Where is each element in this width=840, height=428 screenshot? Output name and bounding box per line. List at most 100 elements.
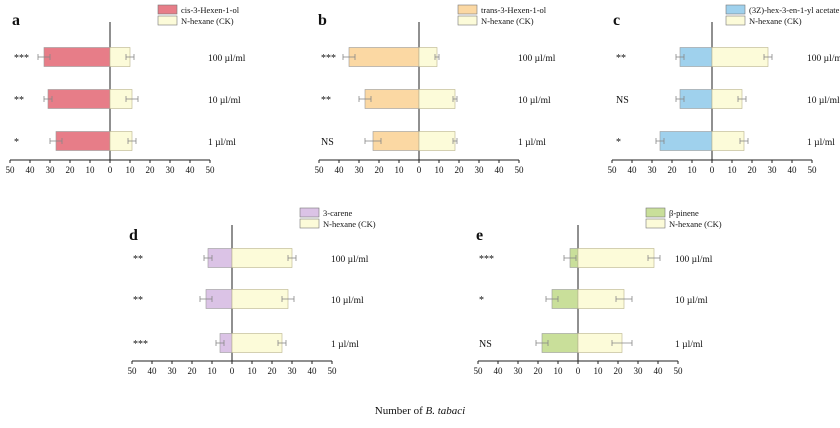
bar-treatment <box>348 47 420 67</box>
x-tick-label: 20 <box>188 366 198 376</box>
x-tick-label: 10 <box>554 366 564 376</box>
legend-swatch-treatment <box>157 4 178 15</box>
x-tick-label: 30 <box>168 366 178 376</box>
legend-label-control: N-hexane (CK) <box>669 219 722 229</box>
x-tick-label: 20 <box>375 165 385 175</box>
panel-letter-b: b <box>318 12 327 29</box>
legend-label-treatment: trans-3-Hexen-1-ol <box>481 5 547 15</box>
x-tick-label: 40 <box>495 165 505 175</box>
x-tick-label: 30 <box>288 366 298 376</box>
category-label: 100 µl/ml <box>518 54 556 64</box>
significance-label: NS <box>321 137 334 148</box>
category-label: 100 µl/ml <box>331 255 369 265</box>
x-tick-label: 30 <box>514 366 524 376</box>
legend-swatch-control <box>457 15 478 26</box>
x-tick-label: 30 <box>768 165 778 175</box>
x-tick-label: 50 <box>206 165 216 175</box>
x-tick-label: 50 <box>515 165 525 175</box>
legend-label-control: N-hexane (CK) <box>749 16 802 26</box>
x-tick-label: 20 <box>66 165 76 175</box>
bar-control <box>231 248 293 268</box>
legend-label-control: N-hexane (CK) <box>481 16 534 26</box>
legend-swatch-treatment <box>457 4 478 15</box>
figure-x-axis-label: Number of B. tabaci <box>0 405 840 417</box>
bar-control <box>418 47 438 67</box>
significance-label: *** <box>14 53 29 64</box>
panel-letter-d: d <box>129 227 138 244</box>
category-label: 100 µl/ml <box>675 255 713 265</box>
significance-label: *** <box>321 53 336 64</box>
x-tick-label: 40 <box>788 165 798 175</box>
significance-label: * <box>479 295 484 306</box>
x-axis-label-text: Number of <box>374 405 423 417</box>
x-tick-label: 0 <box>417 165 422 175</box>
bar-control <box>711 47 769 67</box>
x-tick-label: 20 <box>668 165 678 175</box>
x-tick-label: 30 <box>634 366 644 376</box>
x-tick-label: 10 <box>126 165 136 175</box>
legend-swatch-control <box>645 218 666 229</box>
x-tick-label: 40 <box>628 165 638 175</box>
x-tick-label: 20 <box>268 366 278 376</box>
panel-letter-c: c <box>613 12 620 29</box>
x-tick-label: 0 <box>108 165 113 175</box>
x-tick-label: 10 <box>435 165 445 175</box>
x-tick-label: 10 <box>395 165 405 175</box>
x-tick-label: 20 <box>748 165 758 175</box>
x-tick-label: 10 <box>728 165 738 175</box>
category-label: 1 µl/ml <box>675 340 703 350</box>
significance-label: ** <box>616 53 626 64</box>
significance-label: NS <box>616 95 629 106</box>
x-tick-label: 30 <box>46 165 56 175</box>
x-tick-label: 40 <box>148 366 158 376</box>
x-tick-label: 40 <box>654 366 664 376</box>
panel-letter-a: a <box>12 12 20 29</box>
x-tick-label: 20 <box>614 366 624 376</box>
bar-control <box>418 89 456 109</box>
category-label: 100 µl/ml <box>807 54 840 64</box>
panel-letter-e: e <box>476 227 483 244</box>
significance-label: ** <box>133 295 143 306</box>
bar-control <box>577 248 655 268</box>
legend-swatch-control <box>725 15 746 26</box>
bar-treatment <box>679 89 713 109</box>
category-label: 10 µl/ml <box>331 296 364 306</box>
bar-control <box>231 289 289 309</box>
x-tick-label: 20 <box>146 165 156 175</box>
x-tick-label: 10 <box>86 165 96 175</box>
x-tick-label: 50 <box>474 366 484 376</box>
category-label: 100 µl/ml <box>208 54 246 64</box>
category-label: 10 µl/ml <box>518 96 551 106</box>
x-tick-label: 40 <box>494 366 504 376</box>
x-tick-label: 0 <box>230 366 235 376</box>
x-tick-label: 20 <box>534 366 544 376</box>
legend-swatch-treatment <box>645 207 666 218</box>
bar-treatment <box>364 89 420 109</box>
significance-label: ** <box>14 95 24 106</box>
x-tick-label: 20 <box>455 165 465 175</box>
significance-label: ** <box>133 254 143 265</box>
x-tick-label: 50 <box>674 366 684 376</box>
x-tick-label: 40 <box>186 165 196 175</box>
significance-label: ** <box>321 95 331 106</box>
legend-label-control: N-hexane (CK) <box>323 219 376 229</box>
x-tick-label: 30 <box>475 165 485 175</box>
legend-swatch-control <box>157 15 178 26</box>
x-tick-label: 50 <box>328 366 338 376</box>
legend-swatch-treatment <box>299 207 320 218</box>
category-label: 1 µl/ml <box>518 138 546 148</box>
bar-treatment <box>659 131 713 151</box>
x-tick-label: 10 <box>248 366 258 376</box>
significance-label: NS <box>479 339 492 350</box>
category-label: 10 µl/ml <box>807 96 840 106</box>
x-tick-label: 50 <box>808 165 818 175</box>
legend-swatch-control <box>299 218 320 229</box>
legend-swatch-treatment <box>725 4 746 15</box>
category-label: 10 µl/ml <box>675 296 708 306</box>
x-tick-label: 30 <box>166 165 176 175</box>
category-label: 1 µl/ml <box>807 138 835 148</box>
category-label: 1 µl/ml <box>208 138 236 148</box>
